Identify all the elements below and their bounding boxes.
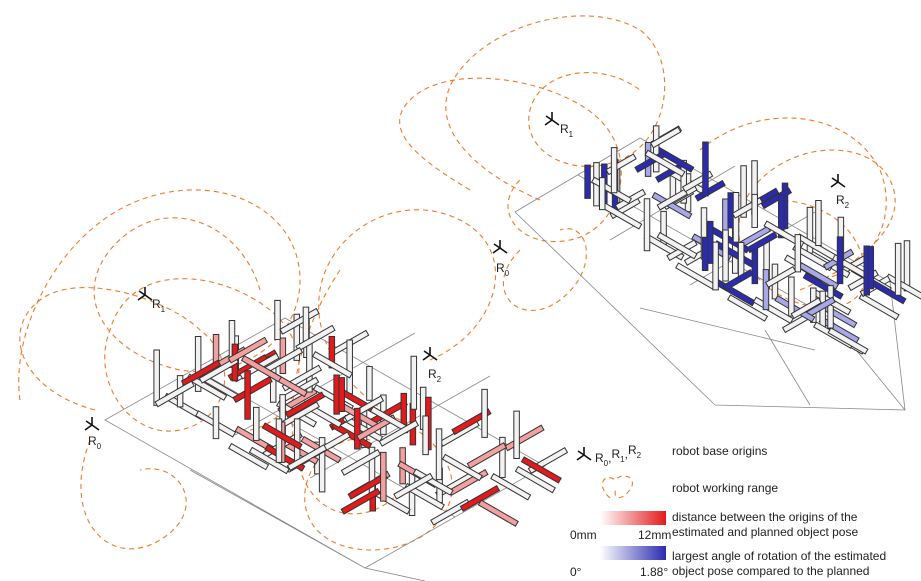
base-axis: [493, 248, 500, 253]
base-symbol: R: [88, 434, 97, 448]
working-range: [305, 210, 496, 550]
member: [482, 504, 514, 523]
scale-min: 0°: [570, 565, 582, 579]
scale-max: 12mm: [638, 528, 671, 542]
base-axis: [832, 178, 838, 182]
base-axis: [578, 451, 584, 455]
base-label: R0: [88, 434, 102, 451]
working-range-icon: [602, 476, 632, 498]
base-axis: [577, 455, 584, 460]
member: [863, 297, 895, 316]
base-axis: [546, 116, 552, 120]
legend-symbols: R0,R1,R2: [595, 443, 642, 468]
base-axis: [500, 248, 507, 253]
base-symbol: R: [628, 443, 637, 457]
distance-scale: [600, 511, 666, 525]
base-label: R2: [428, 367, 442, 384]
base-axis: [424, 351, 430, 355]
base-label: R1: [560, 122, 574, 139]
base-label: R2: [836, 193, 850, 210]
legend: robot base origins robot working range d…: [570, 443, 886, 579]
base-axis: [838, 182, 845, 187]
angle-scale: [600, 546, 666, 560]
legend-label: robot working range: [672, 481, 778, 495]
base-axis: [139, 291, 145, 295]
base-index: 1: [569, 130, 574, 139]
base-label: R0: [496, 261, 510, 278]
member: [168, 397, 200, 416]
base-symbol: R: [560, 122, 569, 136]
figure: R0R1R2R0R1R2 robot base origins robot wo…: [0, 0, 921, 581]
base-axis: [494, 244, 500, 248]
base-symbol: R: [611, 447, 620, 461]
working-range: [81, 440, 186, 549]
base-label: R1: [152, 297, 166, 314]
base-axis: [423, 355, 430, 360]
base-axis: [545, 120, 552, 125]
legend-label: largest angle of rotation of the estimat…: [672, 549, 886, 563]
base-index: 2: [437, 375, 442, 384]
base-axis: [584, 455, 591, 460]
base-axis: [552, 120, 559, 125]
working-range: [400, 78, 622, 241]
member: [237, 381, 268, 399]
working-range: [446, 16, 665, 200]
scale-max: 1.88°: [640, 565, 668, 579]
base-axis: [86, 421, 92, 425]
base-symbol: R: [836, 193, 845, 207]
legend-label: distance between the origins of the: [672, 510, 858, 524]
base-symbol: R: [428, 367, 437, 381]
base-axis: [85, 425, 92, 430]
base-symbol: R: [595, 451, 604, 465]
scale-min: 0mm: [570, 528, 597, 542]
legend-label: robot base origins: [672, 444, 767, 458]
legend-label: object pose compared to the planned: [672, 564, 869, 578]
base-axis: [138, 295, 145, 300]
legend-label: estimated and planned object pose: [672, 525, 858, 539]
base-index: 1: [161, 305, 166, 314]
base-index: 2: [637, 451, 642, 460]
base-index: 0: [505, 269, 510, 278]
member: [495, 477, 527, 496]
base-symbol: R: [152, 297, 161, 311]
base-index: 0: [97, 442, 102, 451]
base-symbol: R: [496, 261, 505, 275]
base-axis: [92, 425, 99, 430]
base-axis: [831, 182, 838, 187]
member: [471, 447, 503, 465]
base-index: 2: [845, 201, 850, 210]
